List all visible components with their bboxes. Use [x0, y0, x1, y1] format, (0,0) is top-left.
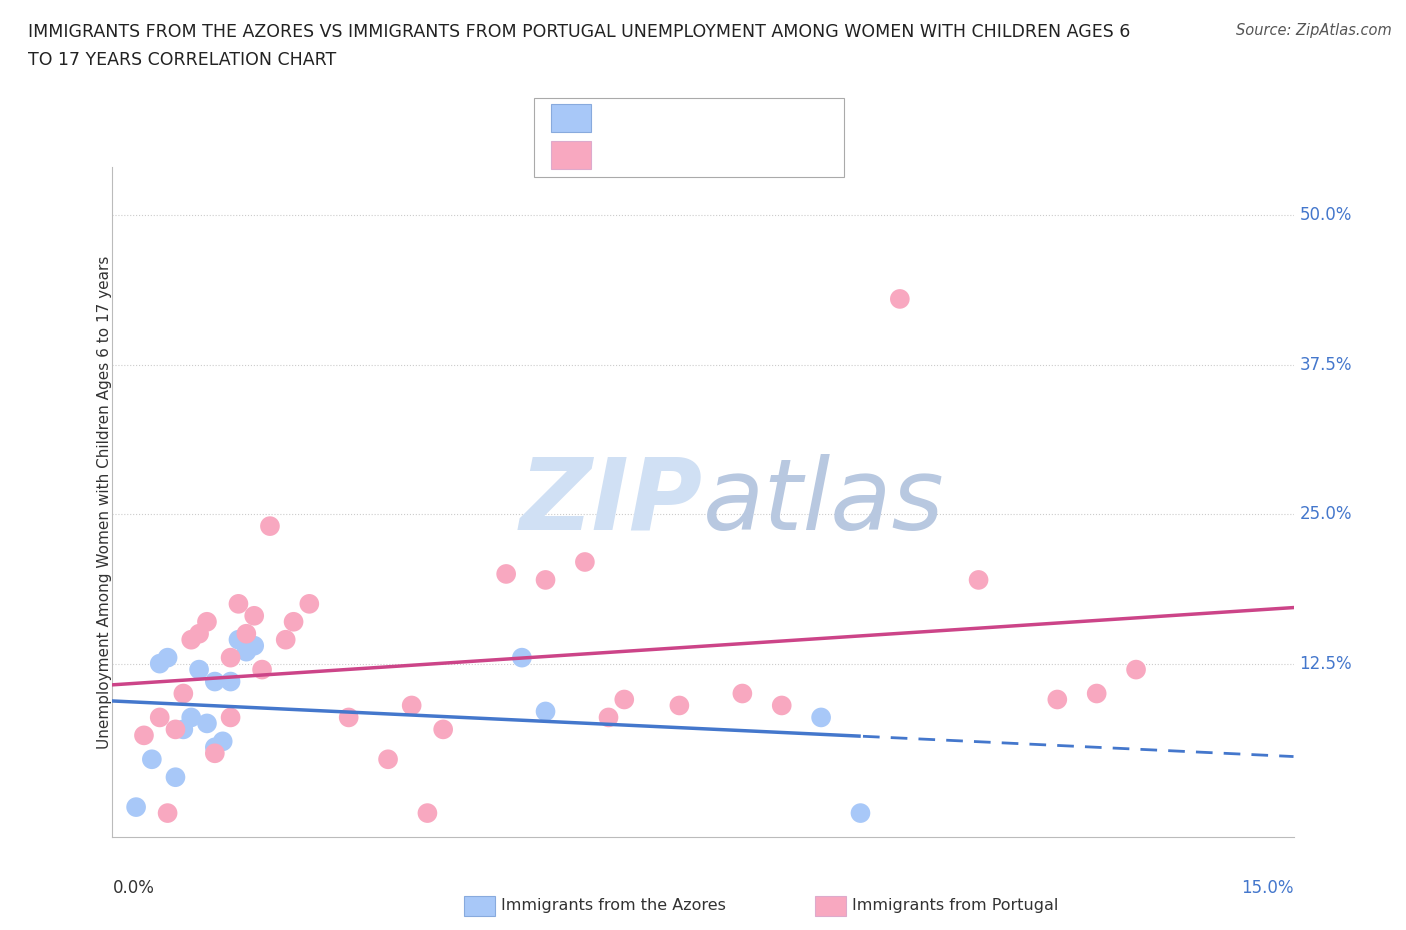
- Point: [337, 710, 360, 724]
- Point: [165, 722, 187, 737]
- Point: [416, 805, 439, 820]
- Point: [250, 662, 273, 677]
- Point: [211, 734, 233, 749]
- Text: 0.0%: 0.0%: [112, 879, 155, 897]
- Point: [889, 291, 911, 306]
- Point: [377, 751, 399, 766]
- Point: [510, 650, 533, 665]
- Point: [204, 674, 226, 689]
- Text: N = 37: N = 37: [724, 146, 782, 165]
- Text: IMMIGRANTS FROM THE AZORES VS IMMIGRANTS FROM PORTUGAL UNEMPLOYMENT AMONG WOMEN : IMMIGRANTS FROM THE AZORES VS IMMIGRANTS…: [28, 23, 1130, 41]
- Point: [156, 805, 179, 820]
- Point: [1125, 662, 1147, 677]
- Point: [770, 698, 793, 713]
- Point: [195, 615, 218, 630]
- Text: Source: ZipAtlas.com: Source: ZipAtlas.com: [1236, 23, 1392, 38]
- Point: [235, 644, 257, 659]
- Point: [149, 710, 172, 724]
- Point: [668, 698, 690, 713]
- Point: [219, 710, 242, 724]
- Text: TO 17 YEARS CORRELATION CHART: TO 17 YEARS CORRELATION CHART: [28, 51, 336, 69]
- Point: [731, 686, 754, 701]
- Text: R = 0.050: R = 0.050: [602, 109, 685, 127]
- Point: [849, 805, 872, 820]
- Point: [1046, 692, 1069, 707]
- Text: Immigrants from the Azores: Immigrants from the Azores: [501, 898, 725, 913]
- Point: [180, 632, 202, 647]
- Point: [283, 615, 305, 630]
- Point: [172, 686, 194, 701]
- Text: 50.0%: 50.0%: [1299, 206, 1351, 224]
- Point: [149, 657, 172, 671]
- Point: [188, 662, 211, 677]
- Y-axis label: Unemployment Among Women with Children Ages 6 to 17 years: Unemployment Among Women with Children A…: [97, 256, 111, 749]
- Text: ZIP: ZIP: [520, 454, 703, 551]
- Point: [598, 710, 620, 724]
- Point: [534, 573, 557, 588]
- Point: [235, 626, 257, 641]
- Point: [204, 740, 226, 755]
- Point: [401, 698, 423, 713]
- Point: [165, 770, 187, 785]
- Point: [534, 704, 557, 719]
- Point: [495, 566, 517, 581]
- Point: [298, 596, 321, 611]
- Point: [132, 728, 155, 743]
- Point: [204, 746, 226, 761]
- Point: [574, 554, 596, 569]
- Point: [613, 692, 636, 707]
- Text: 12.5%: 12.5%: [1299, 655, 1353, 672]
- Text: R =  0.164: R = 0.164: [602, 146, 690, 165]
- Point: [228, 632, 250, 647]
- Point: [188, 626, 211, 641]
- Point: [243, 638, 266, 653]
- Text: Immigrants from Portugal: Immigrants from Portugal: [852, 898, 1059, 913]
- Point: [219, 674, 242, 689]
- Point: [810, 710, 832, 724]
- Text: N = 20: N = 20: [724, 109, 782, 127]
- Text: atlas: atlas: [703, 454, 945, 551]
- Point: [141, 751, 163, 766]
- Point: [1085, 686, 1108, 701]
- Point: [180, 710, 202, 724]
- Text: 15.0%: 15.0%: [1241, 879, 1294, 897]
- Point: [432, 722, 454, 737]
- Text: 25.0%: 25.0%: [1299, 505, 1353, 524]
- Point: [274, 632, 297, 647]
- Point: [259, 519, 281, 534]
- Point: [967, 573, 990, 588]
- Point: [195, 716, 218, 731]
- Point: [228, 596, 250, 611]
- Point: [219, 650, 242, 665]
- Text: 37.5%: 37.5%: [1299, 355, 1353, 374]
- Point: [156, 650, 179, 665]
- Point: [243, 608, 266, 623]
- Point: [172, 722, 194, 737]
- Point: [125, 800, 148, 815]
